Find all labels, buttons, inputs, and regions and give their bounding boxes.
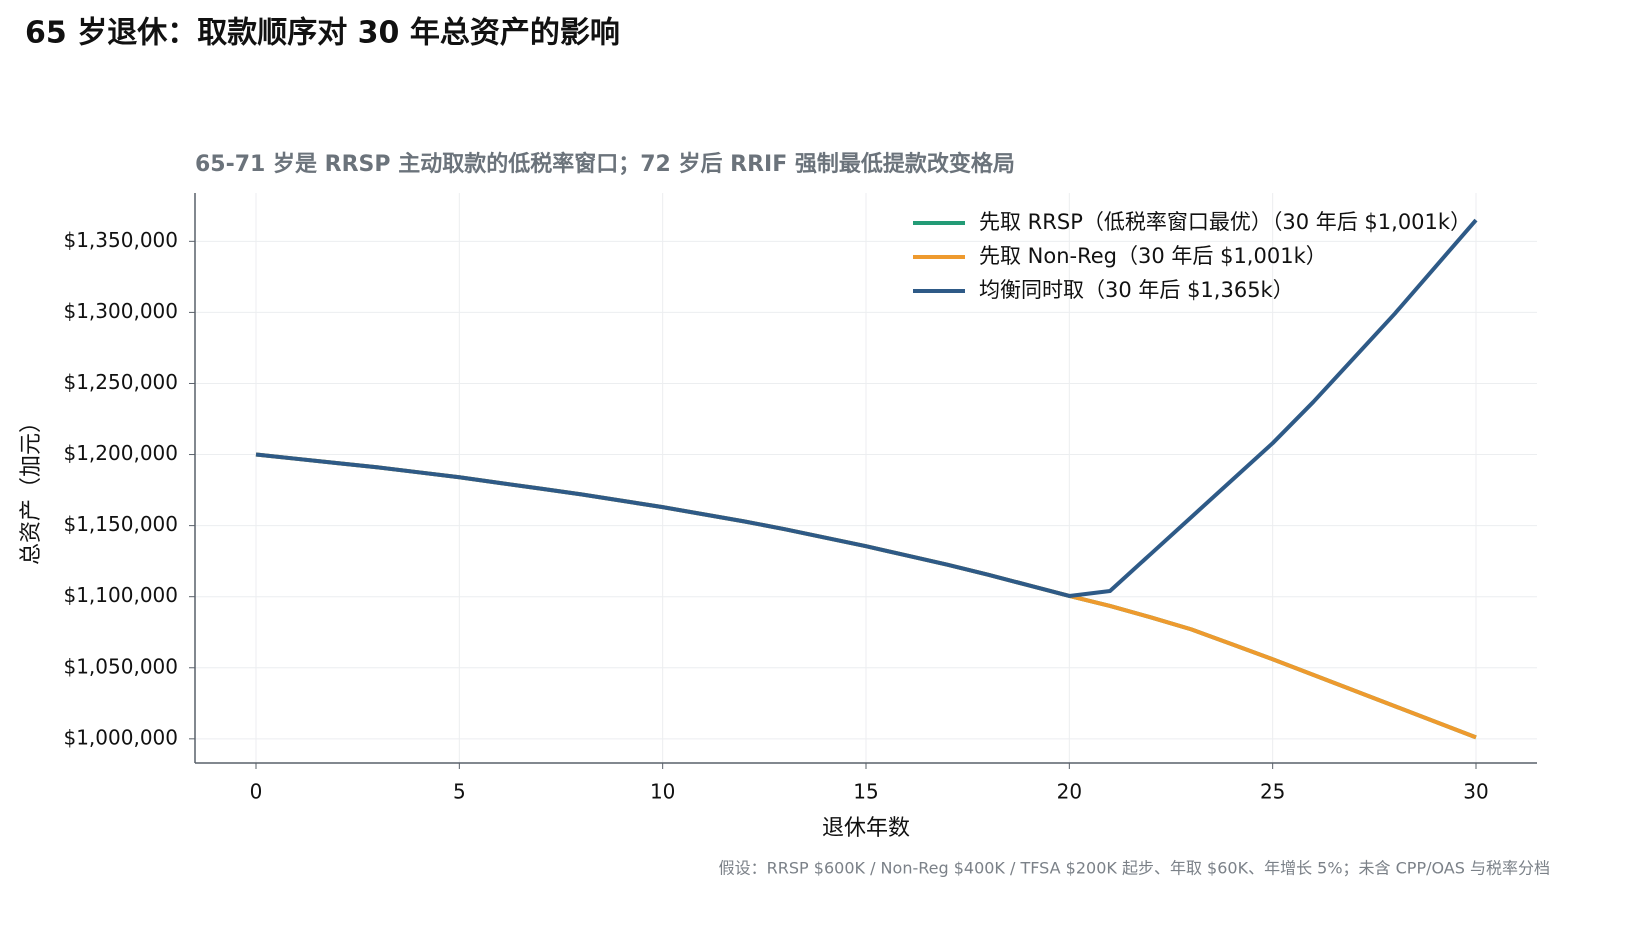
x-tick-label: 30 bbox=[1463, 780, 1488, 804]
y-tick-label: $1,100,000 bbox=[63, 583, 178, 607]
y-tick-label: $1,350,000 bbox=[63, 228, 178, 252]
y-tick-label: $1,000,000 bbox=[63, 725, 178, 749]
y-tick-label: $1,250,000 bbox=[63, 370, 178, 394]
y-tick-label: $1,300,000 bbox=[63, 299, 178, 323]
footnote: 假设：RRSP $600K / Non-Reg $400K / TFSA $20… bbox=[719, 859, 1550, 878]
x-tick-label: 5 bbox=[453, 780, 466, 804]
series-line bbox=[255, 218, 1478, 598]
x-tick-label: 10 bbox=[650, 780, 675, 804]
page-title: 65 岁退休：取款顺序对 30 年总资产的影响 bbox=[25, 16, 620, 51]
y-tick-label: $1,050,000 bbox=[63, 654, 178, 678]
legend-label: 先取 Non-Reg（30 年后 $1,001k） bbox=[979, 244, 1327, 268]
chart-title: 65-71 岁是 RRSP 主动取款的低税率窗口；72 岁后 RRIF 强制最低… bbox=[195, 151, 1015, 177]
legend-label: 均衡同时取（30 年后 $1,365k） bbox=[979, 278, 1294, 302]
y-tick-label: $1,150,000 bbox=[63, 512, 178, 536]
x-tick-label: 15 bbox=[853, 780, 878, 804]
y-tick-label: $1,200,000 bbox=[63, 441, 178, 465]
x-tick-label: 25 bbox=[1260, 780, 1285, 804]
x-axis-label: 退休年数 bbox=[822, 816, 910, 841]
legend-label: 先取 RRSP（低税率窗口最优）（30 年后 $1,001k） bbox=[979, 210, 1471, 234]
x-tick-label: 20 bbox=[1057, 780, 1082, 804]
x-tick-label: 0 bbox=[250, 780, 263, 804]
y-axis-label: 总资产（加元） bbox=[19, 411, 44, 565]
